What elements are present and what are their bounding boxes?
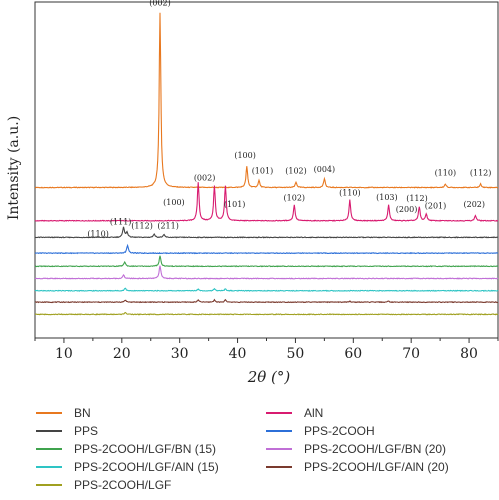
x-tick-label: 70 — [402, 346, 420, 362]
legend-label: PPS-2COOH/LGF/BN (20) — [304, 442, 447, 456]
peak-annotation: (103) — [376, 193, 398, 202]
legend-label: PPS — [74, 424, 99, 438]
x-tick-label: 10 — [55, 346, 73, 362]
legend-label: AlN — [304, 406, 324, 420]
legend-item: PPS-2COOH/LGF — [36, 477, 171, 493]
legend-swatch — [36, 484, 62, 486]
legend-swatch — [266, 430, 292, 432]
legend-label: BN — [74, 406, 91, 420]
x-tick-label: 60 — [344, 346, 362, 362]
peak-annotation: (100) — [163, 198, 185, 207]
peak-annotation: (110) — [339, 188, 361, 197]
peak-annotation: (200) — [396, 205, 418, 214]
legend-label: PPS-2COOH/LGF/BN (15) — [74, 442, 217, 456]
peak-annotation: (211) — [157, 222, 179, 231]
series-line — [34, 255, 499, 268]
peak-annotation: (112) — [131, 222, 153, 231]
legend-item: AlN — [266, 405, 323, 421]
series-line — [35, 311, 499, 316]
legend-swatch — [36, 466, 62, 468]
peak-annotation: (110) — [87, 230, 109, 239]
peak-annotation: (101) — [252, 167, 274, 176]
peak-annotation: (004) — [314, 165, 336, 174]
x-tick-label: 80 — [460, 346, 478, 362]
peak-annotation: (112) — [406, 194, 428, 203]
legend-label: PPS-2COOH/LGF — [74, 478, 172, 492]
peak-annotation: (202) — [464, 200, 486, 209]
y-axis-label: Intensity (a.u.) — [6, 116, 22, 220]
legend-swatch — [266, 448, 292, 450]
legend-item: BN — [36, 405, 91, 421]
peak-annotation: (201) — [425, 202, 447, 211]
series-line — [35, 298, 499, 304]
x-axis-label: 2θ (°) — [247, 368, 291, 386]
legend-item: PPS-2COOH — [266, 423, 375, 439]
legend-swatch — [266, 466, 292, 468]
legend-label: PPS-2COOH — [304, 424, 375, 438]
xrd-chart: (002) (100) (101) (102) (004) (110) (112) (100)… — [6, 0, 499, 386]
x-tick-label: 30 — [171, 346, 189, 362]
series-layer — [34, 12, 499, 316]
legend: BN AlN PPS PPS-2COOH PPS-2COOH/LGF/BN (15) PP… — [0, 405, 499, 500]
series-line — [34, 12, 499, 189]
series-line — [34, 243, 499, 255]
legend-item: PPS-2COOH/LGF/BN (20) — [266, 441, 446, 457]
series-line — [34, 226, 499, 239]
series-line — [34, 265, 499, 280]
legend-item: PPS-2COOH/LGF/AlN (20) — [266, 459, 449, 475]
series-line — [34, 182, 499, 222]
legend-swatch — [36, 430, 62, 432]
x-tick-label: 20 — [113, 346, 131, 362]
peak-annotation: (112) — [470, 168, 492, 177]
peak-annotation: (101) — [224, 200, 246, 209]
legend-swatch — [266, 412, 292, 414]
legend-item: PPS-2COOH/LGF/BN (15) — [36, 441, 216, 457]
legend-item: PPS-2COOH/LGF/AlN (15) — [36, 459, 219, 475]
legend-label: PPS-2COOH/LGF/AlN (20) — [304, 460, 449, 474]
peak-annotation: (102) — [284, 194, 306, 203]
legend-item: PPS — [36, 423, 98, 439]
peak-annotation: (002) — [194, 174, 216, 183]
axis-layer: 10 20 30 40 50 60 70 80 — [34, 338, 499, 362]
legend-swatch — [36, 448, 62, 450]
x-tick-label: 50 — [287, 346, 305, 362]
legend-label: PPS-2COOH/LGF/AlN (15) — [74, 460, 219, 474]
peak-annotation: (002) — [149, 0, 171, 8]
legend-swatch — [36, 412, 62, 414]
series-line — [34, 287, 499, 292]
peak-annotation: (102) — [285, 167, 307, 176]
annotation-layer: (002) (100) (101) (102) (004) (110) (112) (100)… — [87, 0, 491, 239]
x-tick-label: 40 — [229, 346, 247, 362]
peak-annotation: (110) — [435, 168, 457, 177]
peak-annotation: (100) — [234, 151, 256, 160]
peak-annotation: (111) — [110, 217, 132, 226]
